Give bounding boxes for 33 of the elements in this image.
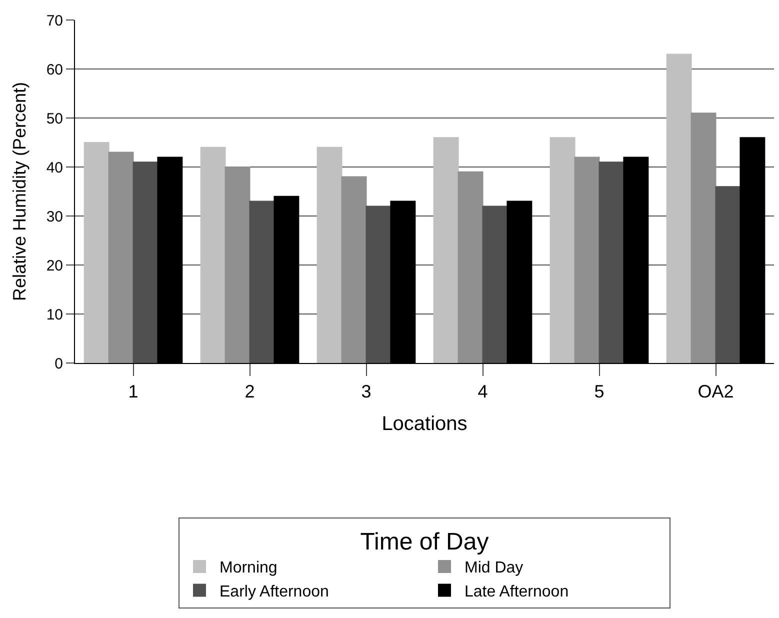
- bar: [690, 112, 716, 363]
- bar: [666, 54, 692, 363]
- x-tick-label: OA2: [698, 382, 734, 402]
- bar: [341, 176, 367, 363]
- bar: [108, 152, 134, 363]
- legend-label: Morning: [220, 560, 278, 577]
- bar: [550, 137, 576, 363]
- bar: [224, 166, 250, 363]
- legend-label: Early Afternoon: [220, 583, 329, 600]
- x-tick-label: 1: [128, 382, 138, 402]
- x-tick-label: 5: [594, 382, 604, 402]
- x-tick-label: 3: [361, 382, 372, 402]
- y-tick-label: 0: [54, 355, 63, 372]
- legend-label: Late Afternoon: [464, 583, 569, 600]
- y-tick-label: 70: [46, 12, 63, 30]
- bar: [84, 142, 110, 363]
- bar: [574, 156, 600, 363]
- y-tick-label: 10: [46, 306, 63, 324]
- x-tick-label: 4: [478, 382, 488, 402]
- x-axis-title: Locations: [382, 413, 468, 436]
- bar: [316, 146, 342, 363]
- bar: [200, 146, 226, 363]
- y-tick-label: 50: [46, 110, 63, 128]
- x-tick-label: 2: [244, 382, 255, 402]
- y-tick-label: 40: [46, 159, 63, 176]
- y-tick-label: 60: [46, 61, 63, 78]
- bar: [458, 171, 484, 363]
- y-tick-label: 20: [46, 257, 63, 274]
- legend-title: Time of Day: [360, 528, 489, 556]
- bar: [433, 137, 459, 363]
- y-tick-label: 30: [46, 208, 63, 226]
- y-axis-title: Relative Humidity (Percent): [10, 82, 30, 302]
- legend-label: Mid Day: [464, 560, 524, 577]
